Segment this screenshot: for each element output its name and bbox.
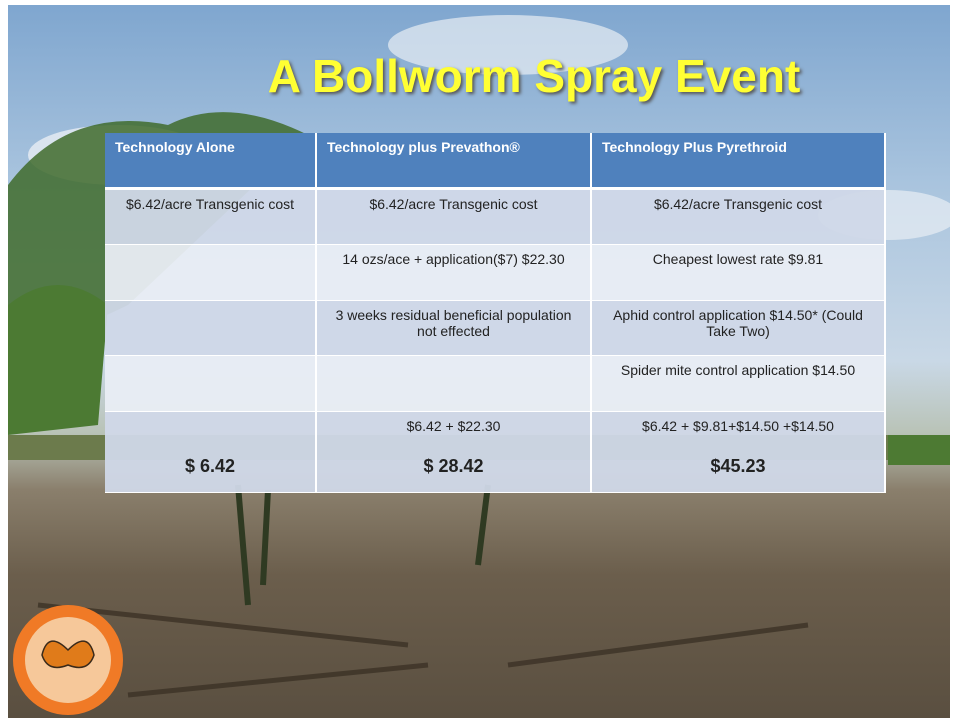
header-cell: Technology Alone xyxy=(105,133,316,189)
cell: $6.42/acre Transgenic cost xyxy=(105,189,316,245)
page: A Bollworm Spray Event Technology Alone … xyxy=(0,0,959,723)
cell xyxy=(105,356,316,412)
cell xyxy=(105,301,316,356)
slide-title: A Bollworm Spray Event xyxy=(8,49,950,103)
cost-table: Technology Alone Technology plus Prevath… xyxy=(105,133,886,493)
cell: 3 weeks residual beneficial population n… xyxy=(316,301,591,356)
cell: $6.42 + $9.81+$14.50 +$14.50 $45.23 xyxy=(591,412,885,493)
formula: $6.42 + $9.81+$14.50 +$14.50 xyxy=(606,418,870,434)
row: Spider mite control application $14.50 xyxy=(105,356,885,412)
cell: $6.42/acre Transgenic cost xyxy=(591,189,885,245)
row: 3 weeks residual beneficial population n… xyxy=(105,301,885,356)
total: $45.23 xyxy=(606,456,870,477)
cell: 14 ozs/ace + application($7) $22.30 xyxy=(316,245,591,301)
cell: $6.42 + $22.30 $ 28.42 xyxy=(316,412,591,493)
cell: Aphid control application $14.50* (Could… xyxy=(591,301,885,356)
row: $6.42/acre Transgenic cost $6.42/acre Tr… xyxy=(105,189,885,245)
header-cell: Technology Plus Pyrethroid xyxy=(591,133,885,189)
total-row: $ 6.42 $6.42 + $22.30 $ 28.42 $6.42 + $9.… xyxy=(105,412,885,493)
cell: Cheapest lowest rate $9.81 xyxy=(591,245,885,301)
total: $ 28.42 xyxy=(331,456,576,477)
formula: $6.42 + $22.30 xyxy=(331,418,576,434)
header-row: Technology Alone Technology plus Prevath… xyxy=(105,133,885,189)
cell: $6.42/acre Transgenic cost xyxy=(316,189,591,245)
total: $ 6.42 xyxy=(119,456,301,477)
cell xyxy=(316,356,591,412)
cell: Spider mite control application $14.50 xyxy=(591,356,885,412)
row: 14 ozs/ace + application($7) $22.30 Chea… xyxy=(105,245,885,301)
cell: $ 6.42 xyxy=(105,412,316,493)
header-cell: Technology plus Prevathon® xyxy=(316,133,591,189)
cell xyxy=(105,245,316,301)
slide: A Bollworm Spray Event Technology Alone … xyxy=(8,5,950,718)
